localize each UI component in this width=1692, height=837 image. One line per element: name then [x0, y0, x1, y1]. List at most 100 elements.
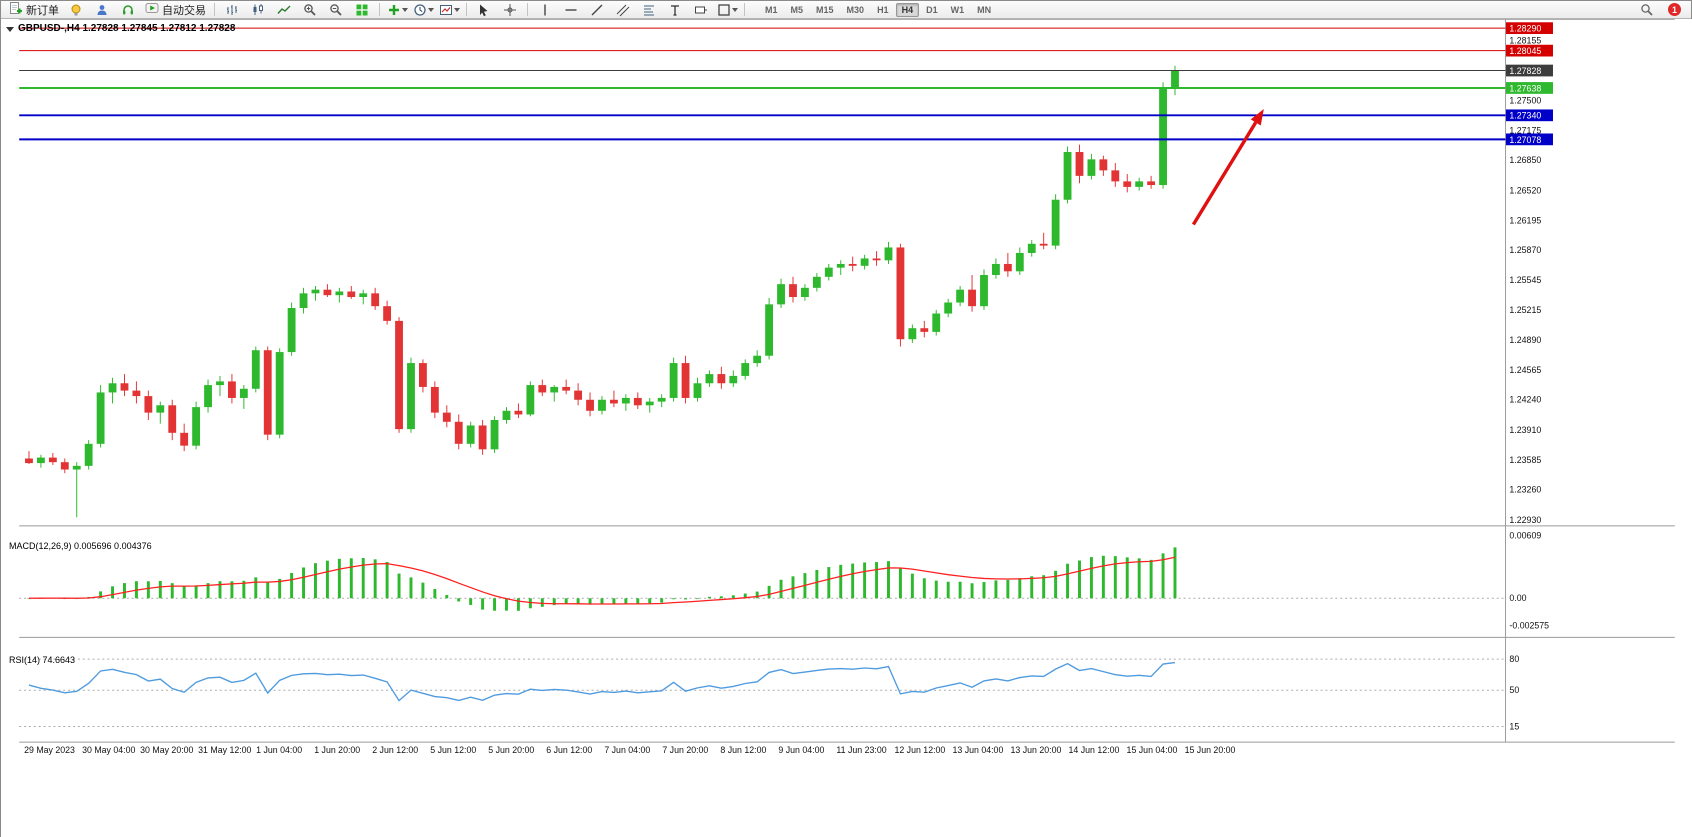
svg-text:6 Jun 12:00: 6 Jun 12:00	[546, 745, 592, 755]
svg-text:1.25870: 1.25870	[1509, 245, 1541, 255]
svg-text:-0.002575: -0.002575	[1509, 621, 1549, 631]
svg-text:2 Jun 12:00: 2 Jun 12:00	[372, 745, 418, 755]
trend-arrow-head[interactable]	[1250, 109, 1264, 126]
chevron-down-icon	[401, 7, 408, 12]
svg-text:13 Jun 04:00: 13 Jun 04:00	[952, 745, 1003, 755]
timeframe-button-mn[interactable]: MN	[977, 4, 992, 15]
price-tag: 1.28290	[1506, 22, 1553, 35]
lightbulb-icon[interactable]	[63, 2, 89, 18]
bar-chart-type-icon[interactable]	[219, 2, 245, 18]
search-icon[interactable]	[1634, 2, 1660, 18]
timeframe-button-h1[interactable]: H1	[877, 4, 889, 15]
toolbar-separator	[744, 3, 745, 16]
line-chart-type-icon[interactable]	[271, 2, 297, 18]
svg-text:31 May 12:00: 31 May 12:00	[198, 745, 251, 755]
svg-text:1.28155: 1.28155	[1509, 35, 1541, 45]
chevron-down-icon	[427, 7, 434, 12]
label-tool-icon[interactable]	[688, 2, 714, 18]
crosshair-tool-icon[interactable]	[497, 2, 523, 18]
svg-text:1.27828: 1.27828	[1509, 66, 1541, 76]
fibonacci-tool-icon[interactable]	[636, 2, 662, 18]
shapes-tool-button[interactable]	[714, 2, 740, 18]
svg-text:1.23260: 1.23260	[1509, 485, 1541, 495]
price-axis-labels: 1.28155 1.27500 1.27175 1.26850 1.26520 1.261…	[1509, 35, 1541, 524]
svg-text:1.26520: 1.26520	[1509, 185, 1541, 195]
rsi-axis-labels: 80 50 15	[1509, 654, 1519, 731]
rsi-line	[28, 661, 1176, 702]
chevron-down-icon	[453, 7, 460, 12]
svg-text:5 Jun 20:00: 5 Jun 20:00	[488, 745, 534, 755]
svg-text:1.24565: 1.24565	[1509, 365, 1541, 375]
text-tool-icon[interactable]	[662, 2, 688, 18]
macd-signal-line	[28, 556, 1176, 605]
channel-tool-icon[interactable]	[610, 2, 636, 18]
timeframe-button-w1[interactable]: W1	[950, 4, 965, 15]
svg-text:1.27500: 1.27500	[1509, 96, 1541, 106]
chart-window: 1.28155 1.27500 1.27175 1.26850 1.26520 1.261…	[1, 19, 1692, 837]
chart-context-menu-icon[interactable]	[6, 27, 14, 32]
toolbar-separator	[466, 3, 467, 16]
svg-text:1.26850: 1.26850	[1509, 155, 1541, 165]
svg-text:15 Jun 20:00: 15 Jun 20:00	[1185, 745, 1236, 755]
auto-trading-button[interactable]: 自动交易	[141, 2, 210, 18]
svg-text:1.28290: 1.28290	[1509, 24, 1541, 34]
timeframe-button-m5[interactable]: M5	[790, 4, 804, 15]
svg-text:0.00609: 0.00609	[1509, 531, 1541, 541]
candlestick-type-icon[interactable]	[245, 2, 271, 18]
template-button[interactable]	[436, 2, 462, 18]
svg-text:1.27078: 1.27078	[1509, 135, 1541, 145]
period-selector-button[interactable]	[410, 2, 436, 18]
trend-arrow[interactable]	[1191, 121, 1258, 226]
profile-icon[interactable]	[89, 2, 115, 18]
price-tag: 1.27340	[1506, 109, 1553, 122]
macd-axis-labels: 0.00609 0.00 -0.002575	[1509, 531, 1549, 631]
auto-trading-label: 自动交易	[162, 4, 206, 17]
chart-canvas[interactable]: 1.28155 1.27500 1.27175 1.26850 1.26520 1.261…	[1, 19, 1692, 837]
svg-text:15: 15	[1509, 721, 1519, 731]
svg-text:5 Jun 12:00: 5 Jun 12:00	[430, 745, 476, 755]
time-axis-labels: 29 May 2023 30 May 04:00 30 May 20:00 31 Ma…	[24, 745, 1235, 755]
svg-text:30 May 04:00: 30 May 04:00	[82, 745, 135, 755]
svg-text:8 Jun 12:00: 8 Jun 12:00	[720, 745, 766, 755]
price-tag: 1.27828	[1506, 64, 1553, 77]
new-order-icon	[9, 1, 23, 18]
zoom-in-icon[interactable]	[297, 2, 323, 18]
toolbar-separator	[214, 3, 215, 16]
timeframe-button-m1[interactable]: M1	[765, 4, 778, 15]
new-order-button[interactable]: 新订单	[5, 2, 63, 18]
svg-text:12 Jun 12:00: 12 Jun 12:00	[894, 745, 945, 755]
svg-text:0.00: 0.00	[1509, 593, 1526, 603]
toolbar-separator	[527, 3, 528, 16]
price-tag: 1.28045	[1506, 44, 1553, 57]
zoom-out-icon[interactable]	[323, 2, 349, 18]
notification-badge[interactable]: 1	[1668, 3, 1681, 16]
candles	[25, 65, 1179, 518]
trendline-tool-icon[interactable]	[584, 2, 610, 18]
svg-text:9 Jun 04:00: 9 Jun 04:00	[778, 745, 824, 755]
timeframe-button-h4[interactable]: H4	[895, 2, 920, 17]
vertical-line-tool-icon[interactable]	[532, 2, 558, 18]
toolbar-separator	[379, 3, 380, 16]
new-order-label: 新订单	[26, 4, 59, 17]
svg-text:1 Jun 04:00: 1 Jun 04:00	[256, 745, 302, 755]
add-indicator-button[interactable]	[384, 2, 410, 18]
svg-text:1.24240: 1.24240	[1509, 395, 1541, 405]
timeframe-button-m30[interactable]: M30	[846, 4, 865, 15]
horizontal-line-tool-icon[interactable]	[558, 2, 584, 18]
timeframe-bar: M1 M5 M15 M30 H1 H4 D1 W1 MN	[759, 2, 997, 17]
timeframe-button-m15[interactable]: M15	[816, 4, 834, 15]
svg-text:14 Jun 12:00: 14 Jun 12:00	[1069, 745, 1120, 755]
svg-text:11 Jun 23:00: 11 Jun 23:00	[836, 745, 886, 755]
cursor-tool-icon[interactable]	[471, 2, 497, 18]
main-toolbar: 新订单 自动交易 M1 M5 M15 M30 H1 H4 D1 W1 MN	[1, 1, 1691, 19]
svg-text:1.25545: 1.25545	[1509, 275, 1541, 285]
auto-trading-icon	[145, 1, 159, 18]
timeframe-button-d1[interactable]: D1	[926, 4, 938, 15]
svg-text:1.22930: 1.22930	[1509, 515, 1541, 525]
price-tag: 1.27638	[1506, 82, 1553, 94]
svg-text:29 May 2023: 29 May 2023	[24, 745, 75, 755]
svg-text:1.27340: 1.27340	[1509, 111, 1541, 121]
tile-windows-icon[interactable]	[349, 2, 375, 18]
headset-icon[interactable]	[115, 2, 141, 18]
